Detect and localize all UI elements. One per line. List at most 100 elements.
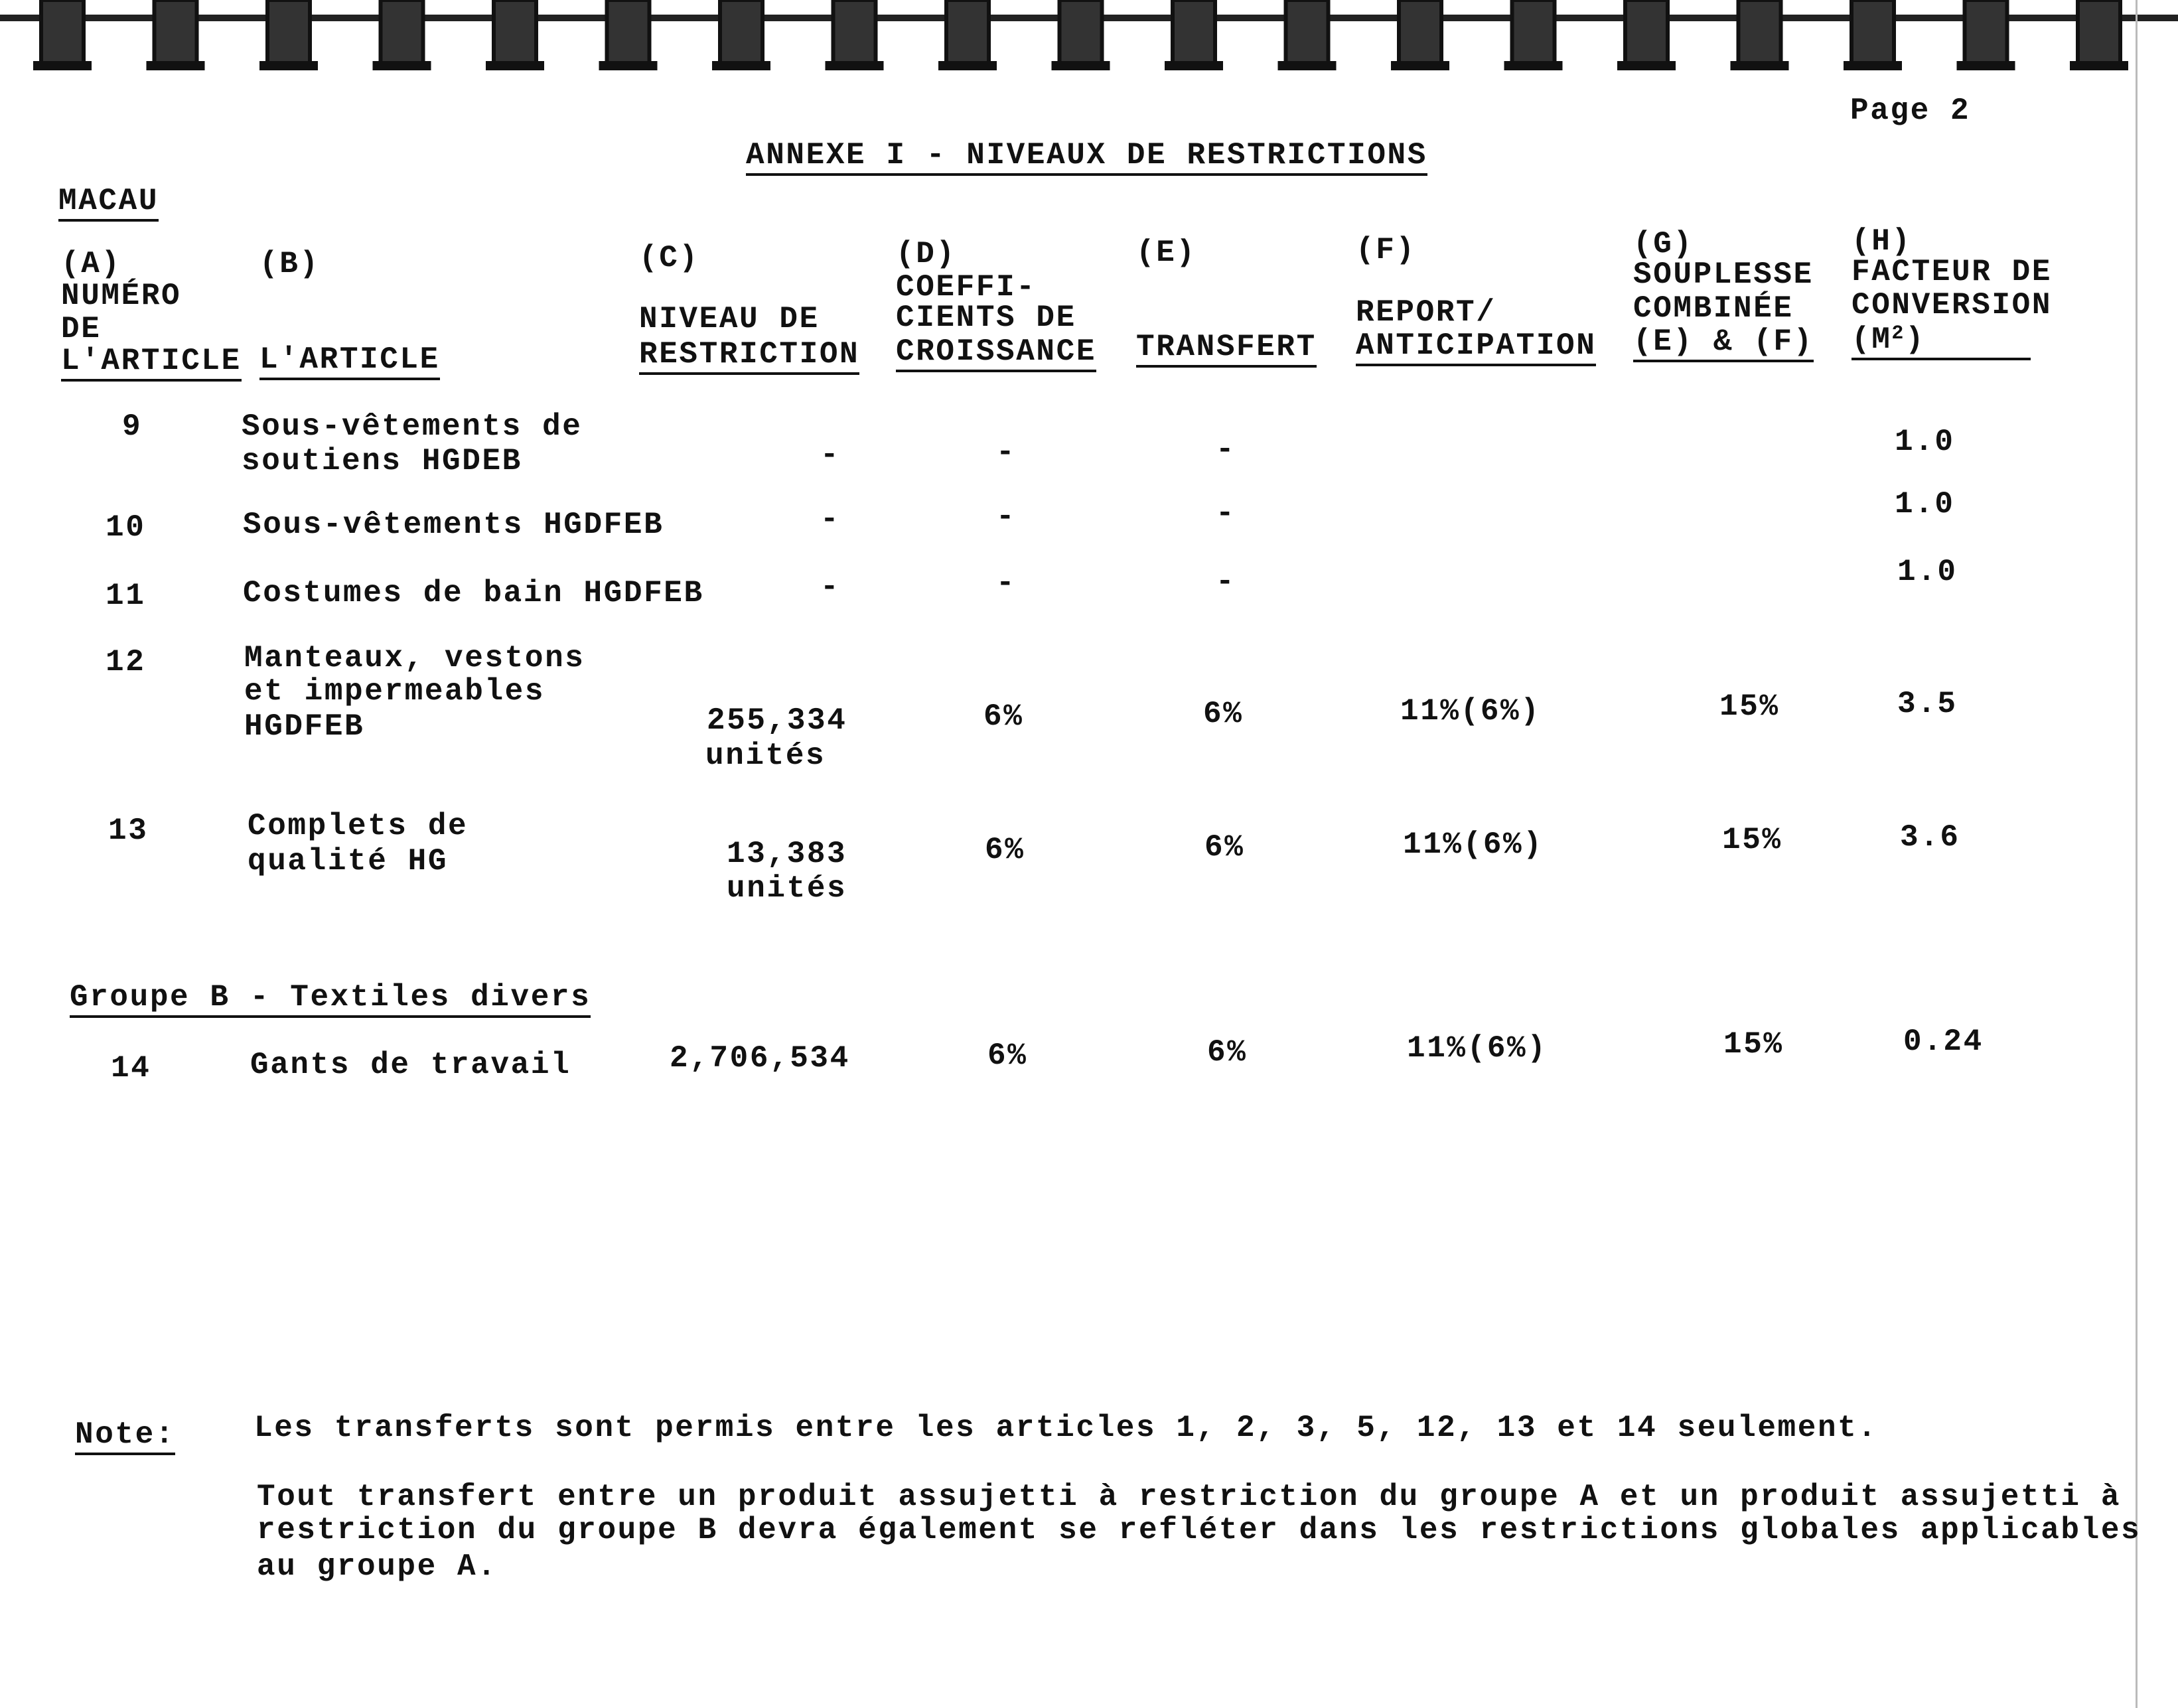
restriction-level: 2,706,534: [670, 1041, 850, 1076]
page-edge: [2136, 0, 2138, 1708]
header-h-letter: (H): [1851, 224, 1912, 259]
header-h-line: CONVERSION: [1851, 288, 2053, 322]
article-number: 14: [111, 1051, 151, 1086]
binding-ring-base: [1051, 61, 1110, 70]
header-g-line: COMBINÉE: [1633, 291, 1794, 326]
restriction-level: -: [820, 570, 841, 605]
article-desc: qualité HG: [248, 844, 449, 879]
header-e-letter: (E): [1136, 236, 1197, 270]
restriction-unit: unités: [727, 871, 847, 906]
header-f-letter: (F): [1356, 233, 1416, 267]
article-desc: Costumes de bain HGDFEB: [243, 576, 704, 610]
binding-ring: [1283, 0, 1331, 68]
binding-ring-base: [1844, 61, 1902, 70]
combined-flexibility: 15%: [1723, 1027, 1784, 1062]
binding-ring-base: [33, 61, 92, 70]
group-b-heading: Groupe B - Textiles divers: [70, 982, 591, 1018]
growth-rate: 6%: [983, 699, 1024, 734]
binding-ring-base: [1730, 61, 1789, 70]
spiral-binding: [0, 0, 2178, 70]
binding-ring-base: [146, 61, 205, 70]
restriction-unit: unités: [705, 739, 826, 773]
transfer: -: [1216, 433, 1236, 467]
page-title: ANNEXE I - NIVEAUX DE RESTRICTIONS: [746, 140, 1427, 176]
binding-ring: [39, 0, 86, 68]
note-paragraph-line: Tout transfert entre un produit assujett…: [257, 1480, 2122, 1514]
header-a-line: NUMÉRO: [61, 279, 182, 313]
note-label: Note:: [75, 1419, 176, 1455]
article-desc: HGDFEB: [244, 709, 365, 744]
header-c-letter: (C): [639, 241, 699, 275]
binding-ring: [378, 0, 425, 68]
article-desc: Manteaux, vestons: [244, 641, 585, 676]
binding-ring-base: [259, 61, 318, 70]
binding-ring: [1397, 0, 1443, 68]
binding-ring-base: [1504, 61, 1563, 70]
header-g-line: (E) & (F): [1633, 326, 1814, 362]
header-d-line: CROISSANCE: [896, 336, 1097, 372]
conversion-factor: 3.5: [1897, 687, 1958, 721]
header-a-line: DE: [61, 312, 102, 346]
article-number: 9: [122, 409, 143, 444]
growth-rate: 6%: [987, 1038, 1028, 1073]
growth-rate: 6%: [985, 833, 1025, 867]
header-b-line: L'ARTICLE: [259, 344, 440, 380]
binding-ring-base: [1165, 61, 1223, 70]
binding-ring: [944, 0, 991, 68]
binding-ring: [2076, 0, 2122, 68]
transfer: 6%: [1207, 1035, 1248, 1070]
conversion-factor: 0.24: [1903, 1025, 1984, 1059]
binding-ring-base: [1617, 61, 1676, 70]
conversion-factor: 1.0: [1897, 555, 1958, 589]
header-b-letter: (B): [259, 247, 320, 281]
binding-ring: [605, 0, 652, 68]
article-number: 13: [108, 814, 149, 848]
growth-rate: -: [996, 500, 1017, 534]
binding-ring-base: [2070, 61, 2128, 70]
transfer: -: [1216, 496, 1236, 531]
growth-rate: -: [996, 566, 1017, 601]
growth-rate: -: [996, 435, 1017, 470]
binding-ring: [718, 0, 764, 68]
article-desc: Complets de: [248, 809, 469, 843]
note-paragraph-line: restriction du groupe B devra également …: [257, 1513, 2142, 1547]
transfer: -: [1216, 565, 1236, 599]
note-line: Les transferts sont permis entre les art…: [254, 1411, 1878, 1445]
binding-ring: [1962, 0, 2009, 68]
conversion-factor: 1.0: [1895, 487, 1955, 522]
binding-ring: [152, 0, 199, 68]
header-c-line: NIVEAU DE: [639, 302, 820, 336]
article-desc: soutiens HGDEB: [242, 444, 522, 478]
conversion-factor: 1.0: [1895, 425, 1955, 459]
binding-ring-base: [712, 61, 770, 70]
page-number: Page 2: [1850, 94, 1971, 128]
article-desc: Sous-vêtements HGDFEB: [243, 508, 664, 542]
header-g-line: SOUPLESSE: [1633, 257, 1814, 292]
binding-ring-base: [486, 61, 544, 70]
restriction-level: -: [820, 438, 841, 472]
transfer: 6%: [1204, 830, 1245, 865]
conversion-factor: 3.6: [1900, 820, 1960, 855]
binding-ring-base: [599, 61, 658, 70]
binding-ring: [492, 0, 538, 68]
article-number: 12: [106, 645, 146, 679]
binding-ring: [1850, 0, 1896, 68]
restriction-level: 255,334: [707, 703, 847, 738]
restriction-level: 13,383: [727, 837, 847, 871]
carryover: 11%(6%): [1400, 694, 1541, 729]
header-f-line: ANTICIPATION: [1356, 330, 1597, 366]
binding-ring-base: [938, 61, 997, 70]
binding-ring: [1510, 0, 1557, 68]
article-desc: Gants de travail: [250, 1048, 571, 1082]
header-a-line: L'ARTICLE: [61, 346, 242, 382]
carryover: 11%(6%): [1407, 1031, 1548, 1066]
binding-ring-base: [1391, 61, 1449, 70]
article-desc: Sous-vêtements de: [242, 409, 583, 444]
restriction-level: -: [820, 502, 841, 537]
header-g-letter: (G): [1633, 227, 1694, 261]
article-number: 11: [106, 579, 146, 613]
binding-ring-base: [825, 61, 884, 70]
header-h-line: (M2): [1851, 324, 2031, 360]
binding-ring: [1736, 0, 1783, 68]
article-number: 10: [106, 510, 146, 545]
